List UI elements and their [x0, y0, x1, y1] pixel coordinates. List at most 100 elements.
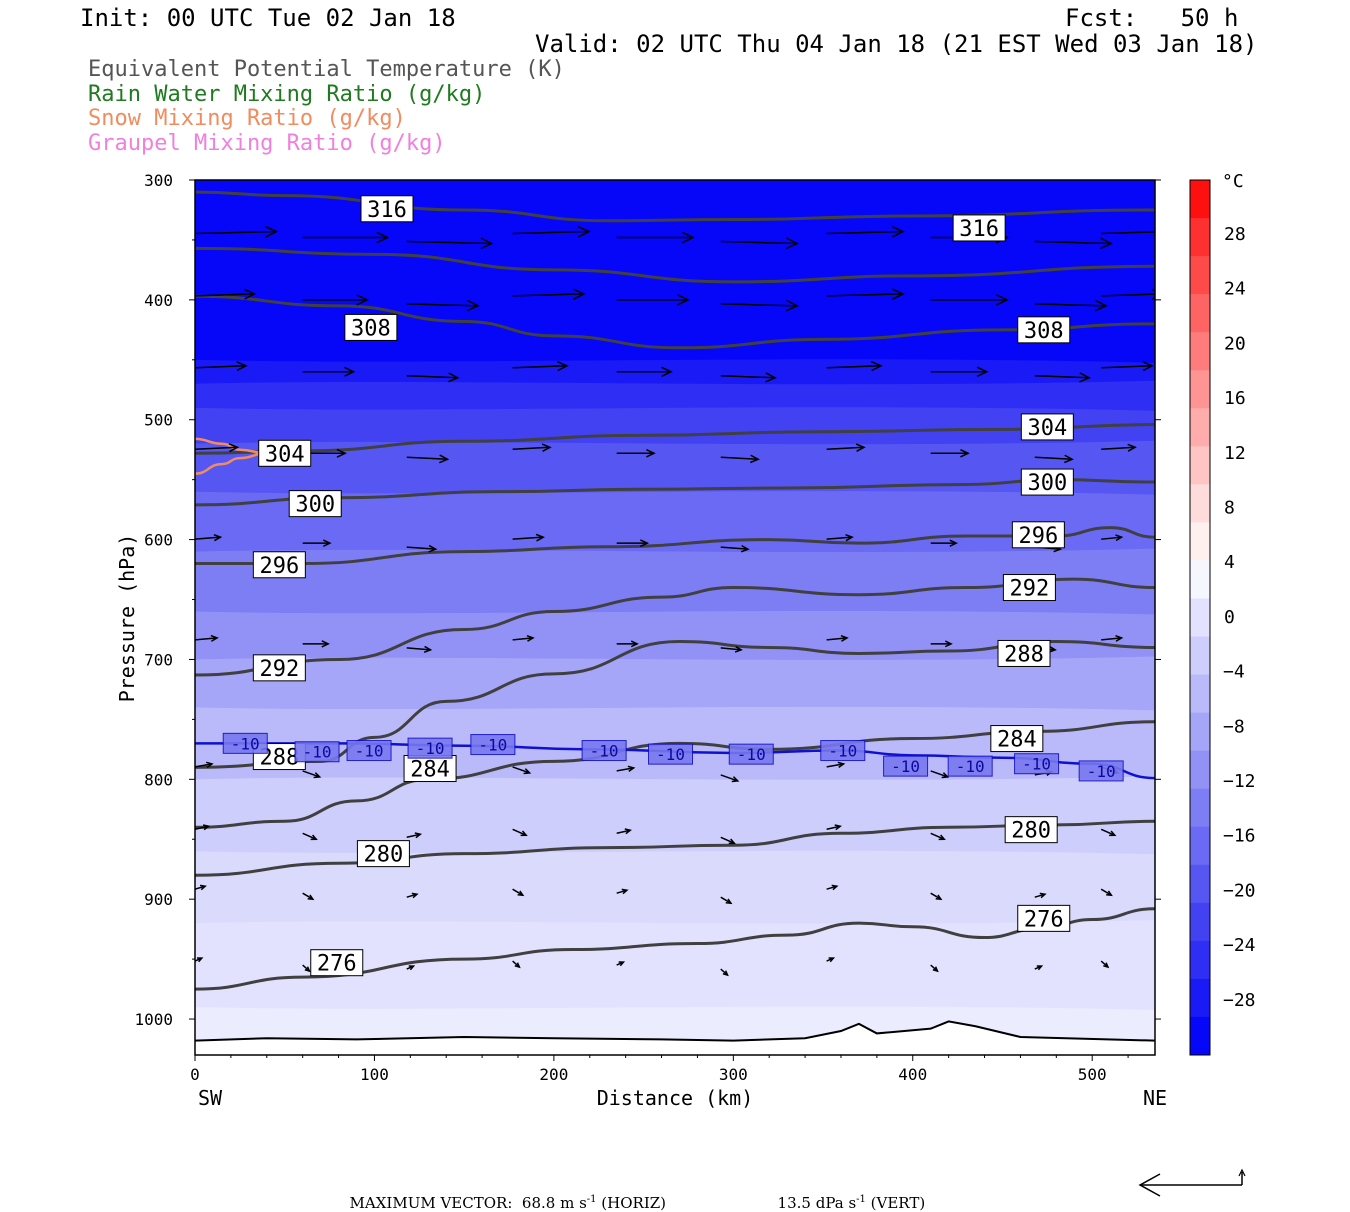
contour-label: 304 — [1027, 416, 1067, 441]
legend-snow: Snow Mixing Ratio (g/kg) — [88, 106, 406, 131]
plot-frame — [194, 179, 1156, 1056]
wind-vector-head — [1048, 645, 1057, 653]
wind-vector — [195, 293, 255, 297]
colorbar-swatch — [1190, 902, 1210, 942]
wind-vector — [406, 546, 436, 550]
wind-vector — [406, 647, 431, 651]
isotherm-label: -10 — [478, 736, 507, 755]
colorbar-label: 0 — [1224, 607, 1235, 628]
colorbar-swatch — [1190, 522, 1210, 561]
wind-vector-head — [765, 372, 777, 383]
y-tick-label: 500 — [144, 411, 173, 430]
colorbar-label: 16 — [1224, 388, 1246, 409]
colorbar-label: 24 — [1224, 279, 1246, 300]
isotherm-label: -10 — [590, 742, 619, 761]
theta-e-line — [195, 190, 1155, 223]
contour-label: 280 — [364, 843, 404, 868]
wind-vector-head — [1158, 227, 1169, 237]
contour-label-box — [1020, 413, 1074, 441]
theta-e-line — [195, 720, 1155, 829]
wind-vector — [302, 892, 314, 900]
contour-label-box — [356, 840, 410, 868]
colorbar-label: 12 — [1224, 443, 1246, 464]
colorbar-swatch — [1190, 218, 1210, 257]
colorbar-swatch — [1190, 332, 1210, 371]
wind-vector-head — [1099, 237, 1114, 250]
isotherm-label: -10 — [1087, 762, 1116, 781]
contour-label: 308 — [1024, 319, 1064, 344]
theta-e-line — [195, 294, 1155, 350]
colorbar-swatch — [1190, 598, 1210, 638]
contour-label: 304 — [265, 442, 305, 467]
wind-vector — [195, 446, 238, 451]
x-tick-label: 0 — [190, 1065, 200, 1084]
wind-vector — [406, 240, 492, 245]
contour-label: 292 — [259, 657, 299, 682]
x-tick-label: 400 — [898, 1065, 927, 1084]
wind-vector-head — [448, 372, 460, 383]
wind-vector-head — [845, 533, 854, 542]
wind-vector — [826, 293, 904, 297]
wind-vector-head — [828, 957, 836, 963]
contour-label: 300 — [1027, 471, 1067, 496]
wind-vector-head — [661, 366, 673, 377]
wind-vector — [406, 456, 448, 461]
wind-vector-head — [336, 448, 347, 458]
contour-label-box — [403, 755, 457, 783]
wind-vector-head — [228, 443, 240, 453]
theta-e-line — [195, 246, 1155, 284]
wind-vector-head — [428, 544, 438, 553]
wind-vector — [1100, 888, 1112, 896]
wind-vector-head — [541, 443, 552, 452]
x-tick-label: 100 — [360, 1065, 389, 1084]
wind-vector-head — [523, 768, 532, 775]
wind-vector — [826, 536, 853, 540]
wind-vector — [1101, 446, 1136, 451]
wind-vector-head — [831, 884, 839, 891]
colorbar-swatch — [1190, 674, 1210, 714]
temperature-band — [195, 491, 1155, 564]
contour-label: 288 — [1004, 642, 1044, 667]
y-tick-label: 700 — [144, 650, 173, 669]
wind-vector-head — [310, 834, 318, 841]
colorbar-swatch — [1190, 180, 1210, 219]
isotherm-label: -10 — [231, 734, 260, 753]
contour-label: 292 — [1010, 577, 1050, 602]
wind-vector-head — [408, 965, 416, 971]
ref-vector-head — [1138, 1173, 1161, 1197]
wind-vector — [195, 763, 213, 768]
wind-vector-head — [572, 288, 586, 300]
wind-vector — [512, 828, 527, 836]
colorbar-label: −8 — [1223, 716, 1245, 737]
wind-vector-head — [514, 962, 521, 969]
colorbar-swatch — [1190, 408, 1210, 447]
wind-vector — [512, 637, 534, 641]
wind-vector — [406, 303, 479, 307]
wind-vector-head — [750, 454, 760, 464]
colorbar-swatch — [1190, 712, 1210, 752]
wind-vector — [406, 833, 421, 838]
wind-vector — [512, 536, 544, 540]
wind-vector — [930, 832, 945, 840]
wind-vector — [1101, 293, 1155, 297]
colorbar-label: −28 — [1223, 990, 1256, 1011]
wind-vector — [720, 546, 749, 550]
contour-label-box — [952, 214, 1006, 242]
contour-label-box — [1020, 468, 1074, 496]
wind-vector-head — [1142, 361, 1154, 372]
wind-vector-head — [785, 237, 800, 250]
y-tick-label: 900 — [144, 890, 173, 909]
wind-vector-head — [480, 237, 494, 250]
colorbar-unit: °C — [1222, 171, 1244, 192]
wind-vector — [1101, 365, 1153, 369]
wind-vector — [1101, 231, 1155, 235]
contour-label-box — [1017, 316, 1071, 344]
vert-label: (VERT) — [865, 1194, 926, 1212]
contour-label-box — [258, 439, 312, 467]
terrain-fill — [195, 1021, 1155, 1055]
wind-vector-head — [941, 772, 950, 779]
wind-vector — [720, 774, 739, 782]
isotherm-label: -10 — [416, 739, 445, 758]
wind-vector-head — [676, 294, 690, 306]
